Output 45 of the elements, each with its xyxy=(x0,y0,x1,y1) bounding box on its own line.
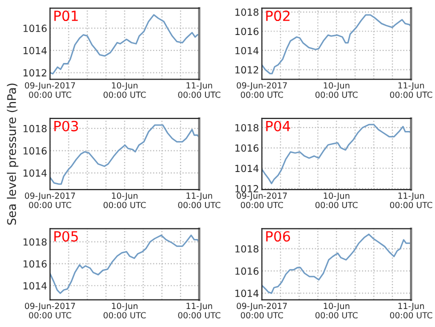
y-tick-label: 1016 xyxy=(24,260,47,268)
chart-title: P01 xyxy=(54,10,78,22)
y-tick-label: 1018 xyxy=(235,245,258,253)
x-tick-label: 11-Jun 00:00 UTC xyxy=(178,192,220,208)
y-tick-label: 1018 xyxy=(235,124,258,132)
y-tick-label: 1014 xyxy=(235,164,259,172)
y-tick-label: 1014 xyxy=(24,46,47,54)
chart-title: P03 xyxy=(54,120,78,132)
y-tick-label: 1018 xyxy=(235,8,258,16)
y-tick-label: 1014 xyxy=(235,290,259,298)
x-tick-label: 09-Jun-2017 00:00 UTC xyxy=(24,192,75,208)
y-tick-label: 1012 xyxy=(235,185,258,192)
x-tick-label: 11-Jun 00:00 UTC xyxy=(390,302,432,318)
chart-title: P05 xyxy=(54,231,78,242)
y-tick-label: 1016 xyxy=(235,144,258,152)
y-tick-label: 1018 xyxy=(24,124,47,132)
x-tick-label: 10-Jun 00:00 UTC xyxy=(104,82,146,98)
x-tick-label: 10-Jun 00:00 UTC xyxy=(104,302,146,318)
y-tick-label: 1012 xyxy=(24,69,46,76)
x-tick-label: 09-Jun-2017 00:00 UTC xyxy=(24,302,75,318)
y-tick-label: 1012 xyxy=(235,66,258,74)
chart-title: P02 xyxy=(266,10,290,22)
x-tick-label: 10-Jun 00:00 UTC xyxy=(315,82,358,98)
x-tick-label: 11-Jun 00:00 UTC xyxy=(178,82,220,98)
y-tick-label: 1016 xyxy=(235,267,258,275)
x-tick-label: 11-Jun 00:00 UTC xyxy=(390,192,432,208)
y-axis-title: Sea level pressure (hPa) xyxy=(6,84,18,225)
chart-title: P06 xyxy=(266,231,290,242)
x-tick-label: 11-Jun 00:00 UTC xyxy=(390,82,432,98)
x-tick-label: 09-Jun-2017 00:00 UTC xyxy=(236,82,287,98)
x-tick-label: 11-Jun 00:00 UTC xyxy=(178,302,220,318)
x-tick-label: 10-Jun 00:00 UTC xyxy=(315,302,358,318)
y-tick-label: 1014 xyxy=(235,46,259,54)
x-tick-label: 10-Jun 00:00 UTC xyxy=(104,192,146,208)
x-tick-label: 09-Jun-2017 00:00 UTC xyxy=(24,82,75,98)
x-tick-label: 09-Jun-2017 00:00 UTC xyxy=(236,302,287,318)
y-tick-label: 1018 xyxy=(24,238,47,246)
x-tick-label: 09-Jun-2017 00:00 UTC xyxy=(236,192,287,208)
y-tick-label: 1016 xyxy=(24,147,47,155)
y-tick-label: 1016 xyxy=(24,24,47,32)
y-tick-label: 1016 xyxy=(235,28,258,36)
x-tick-label: 10-Jun 00:00 UTC xyxy=(315,192,358,208)
y-tick-label: 1014 xyxy=(24,169,47,177)
chart-title: P04 xyxy=(266,120,290,132)
y-tick-label: 1014 xyxy=(24,282,47,290)
